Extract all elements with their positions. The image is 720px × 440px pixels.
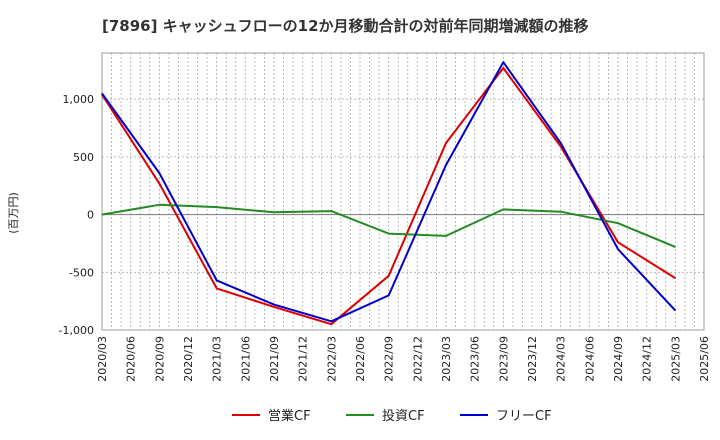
y-tick-label: 0 bbox=[87, 209, 94, 222]
y-tick-label: 500 bbox=[73, 151, 94, 164]
data-point bbox=[330, 323, 332, 325]
x-tick-label: 2021/06 bbox=[239, 336, 252, 382]
data-point bbox=[330, 320, 332, 322]
data-point bbox=[388, 275, 390, 277]
data-point bbox=[445, 164, 447, 166]
x-tick-label: 2023/12 bbox=[526, 336, 539, 382]
grid bbox=[102, 53, 704, 331]
x-tick-label: 2022/09 bbox=[383, 336, 396, 382]
data-point bbox=[273, 304, 275, 306]
data-point bbox=[388, 294, 390, 296]
x-tick-label: 2024/09 bbox=[612, 336, 625, 382]
data-point bbox=[560, 142, 562, 144]
x-tick-label: 2022/03 bbox=[325, 336, 338, 382]
legend: 営業CF 投資CF フリーCF bbox=[232, 408, 552, 424]
plot-area bbox=[101, 52, 705, 331]
plot-frame bbox=[101, 52, 705, 331]
y-tick-label: -1,000 bbox=[59, 324, 94, 337]
data-point bbox=[674, 309, 676, 311]
series-lines bbox=[101, 61, 677, 326]
data-point bbox=[560, 145, 562, 147]
data-point bbox=[216, 279, 218, 281]
data-point bbox=[273, 306, 275, 308]
chart-title: [7896] キャッシュフローの12か月移動合計の対前年同期増減額の推移 bbox=[102, 17, 589, 35]
data-point bbox=[216, 206, 218, 208]
x-tick-label: 2023/09 bbox=[497, 336, 510, 382]
x-tick-label: 2024/06 bbox=[583, 336, 596, 382]
x-tick-label: 2022/06 bbox=[354, 336, 367, 382]
x-tick-label: 2025/03 bbox=[669, 336, 682, 382]
data-point bbox=[502, 61, 504, 63]
y-axis-label: (百万円) bbox=[7, 192, 20, 234]
x-tick-label: 2020/09 bbox=[153, 336, 166, 382]
data-point bbox=[101, 214, 103, 216]
legend-label: 営業CF bbox=[268, 408, 311, 424]
data-point bbox=[445, 235, 447, 237]
data-point bbox=[502, 208, 504, 210]
legend-label: 投資CF bbox=[382, 408, 425, 424]
x-tick-label: 2020/12 bbox=[182, 336, 195, 382]
x-tick-label: 2022/12 bbox=[411, 336, 424, 382]
x-tick-label: 2024/03 bbox=[555, 336, 568, 382]
data-point bbox=[560, 211, 562, 213]
x-tick-label: 2021/12 bbox=[297, 336, 310, 382]
data-point bbox=[445, 142, 447, 144]
data-point bbox=[674, 246, 676, 248]
x-tick-label: 2020/03 bbox=[96, 336, 109, 382]
x-tick-label: 2024/12 bbox=[641, 336, 654, 382]
data-point bbox=[158, 204, 160, 206]
data-point bbox=[101, 92, 103, 94]
x-tick-label: 2023/06 bbox=[469, 336, 482, 382]
data-point bbox=[617, 222, 619, 224]
legend-label: フリーCF bbox=[496, 409, 552, 424]
x-tick-label: 2025/06 bbox=[698, 336, 711, 382]
x-tick-label: 2021/03 bbox=[211, 336, 224, 382]
x-tick-label: 2023/03 bbox=[440, 336, 453, 382]
data-point bbox=[502, 67, 504, 69]
y-tick-label: 1,000 bbox=[63, 93, 95, 106]
x-tick-label: 2021/09 bbox=[268, 336, 281, 382]
x-axis: 2020/03 2020/06 2020/09 2020/12 2021/03 2021/… bbox=[96, 336, 711, 382]
data-point bbox=[216, 287, 218, 289]
data-point bbox=[388, 233, 390, 235]
data-point bbox=[158, 172, 160, 174]
x-tick-label: 2020/06 bbox=[125, 336, 138, 382]
y-axis: -1,000 -500 0 500 1,000 bbox=[59, 93, 94, 337]
data-point bbox=[273, 211, 275, 213]
data-point bbox=[330, 210, 332, 212]
data-point bbox=[617, 248, 619, 250]
y-tick-label: -500 bbox=[69, 266, 94, 279]
data-point bbox=[674, 277, 676, 279]
data-point bbox=[158, 182, 160, 184]
data-point bbox=[617, 241, 619, 243]
